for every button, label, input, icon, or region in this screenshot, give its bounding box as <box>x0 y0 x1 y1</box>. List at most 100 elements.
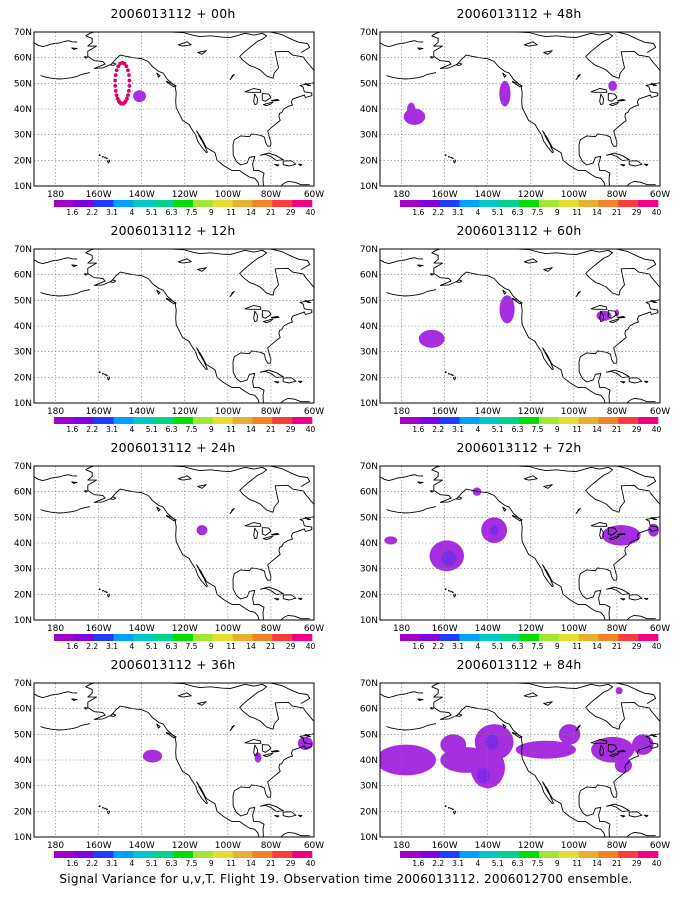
map-svg: 70N 60N 50N 40N 30N 20N 10N 180 160W 140W 120W 100W… <box>14 245 324 433</box>
island <box>274 163 280 167</box>
colorbar-label: 4 <box>129 859 134 867</box>
colorbar: 1.6 2.2 3.1 4 5.1 6.3 7.5 9 11 14 21 29 40 <box>400 634 661 650</box>
map-svg: 70N 60N 50N 40N 30N 20N 10N 180 160W 140W 120W 100W… <box>14 462 324 650</box>
island <box>105 808 108 811</box>
lat-label: 60N <box>360 705 378 715</box>
flight-track-point <box>119 101 124 106</box>
island <box>166 514 177 522</box>
colorbar-swatch <box>519 851 540 858</box>
colorbar-swatch <box>153 200 174 207</box>
island <box>105 157 108 160</box>
lon-label: 160W <box>86 407 112 417</box>
flight-track-point <box>114 93 119 98</box>
colorbar-label: 3.1 <box>452 425 464 433</box>
colorbar-label: 29 <box>632 425 642 433</box>
lon-label: 120W <box>172 624 198 634</box>
colorbar: 1.6 2.2 3.1 4 5.1 6.3 7.5 9 11 14 21 29 40 <box>54 634 315 650</box>
panel-84h: 70N 60N 50N 40N 30N 20N 10N 180 160W 140W 120W 100W… <box>346 651 692 867</box>
colorbar-label: 4 <box>129 208 134 216</box>
colorbar-swatch <box>232 634 253 641</box>
lat-label: 40N <box>360 756 378 766</box>
lake <box>590 522 608 527</box>
flight-track-point <box>116 64 121 69</box>
lake <box>608 752 620 758</box>
island <box>304 82 312 87</box>
colorbar-label: 7.5 <box>185 425 197 433</box>
island <box>156 289 161 295</box>
lon-label: 100W <box>561 190 587 200</box>
colorbar-swatch <box>558 417 579 424</box>
lat-label: 40N <box>14 756 32 766</box>
island <box>456 62 463 66</box>
colorbar-label: 1.6 <box>412 425 424 433</box>
lat-label: 50N <box>360 79 378 89</box>
lon-label: 80W <box>607 624 627 634</box>
island <box>71 47 78 50</box>
map-frame <box>33 465 315 621</box>
lake <box>244 739 262 744</box>
colorbar-swatch <box>133 634 154 641</box>
colorbar-label: 21 <box>266 859 276 867</box>
lat-label: 10N <box>14 616 32 626</box>
lon-label: 60W <box>650 624 670 634</box>
colorbar-label: 29 <box>286 208 296 216</box>
colorbar-swatch <box>252 851 273 858</box>
map-plot-area <box>34 683 314 837</box>
gridlines <box>380 32 660 186</box>
map-plot-area <box>380 466 660 620</box>
coastline <box>431 469 656 620</box>
gridlines <box>34 249 314 403</box>
colorbar-swatch <box>439 851 460 858</box>
colorbar-swatch <box>538 634 560 641</box>
lat-label: 30N <box>360 782 378 792</box>
island <box>502 289 507 295</box>
colorbar-label: 40 <box>652 642 662 650</box>
colorbar-label: 9 <box>209 425 214 433</box>
colorbar-label: 5.1 <box>146 642 158 650</box>
map-frame <box>33 248 315 404</box>
lake <box>608 535 620 541</box>
colorbar-label: 29 <box>286 642 296 650</box>
lat-label: 20N <box>14 590 32 600</box>
colorbar-swatch <box>400 200 421 207</box>
lake <box>229 724 235 731</box>
coastline <box>171 683 314 730</box>
island <box>417 481 424 484</box>
gridlines <box>380 466 660 620</box>
colorbar-swatch <box>439 200 460 207</box>
colorbar-swatch <box>638 634 659 641</box>
coastline <box>40 289 91 297</box>
lon-label: 60W <box>650 407 670 417</box>
lon-label: 80W <box>261 841 281 851</box>
island <box>448 806 450 809</box>
coastline <box>517 249 660 296</box>
coastline <box>85 466 121 471</box>
lake <box>617 750 626 753</box>
colorbar-swatch <box>598 200 619 207</box>
coastline <box>517 466 660 513</box>
lon-label: 80W <box>607 841 627 851</box>
lon-label: 120W <box>518 624 544 634</box>
colorbar-swatch <box>479 851 500 858</box>
lon-label: 100W <box>561 841 587 851</box>
island <box>620 597 626 601</box>
colorbar-label: 21 <box>612 859 622 867</box>
island <box>274 597 280 601</box>
colorbar-swatch <box>419 634 440 641</box>
flight-track-point <box>126 93 130 98</box>
colorbar-swatch <box>212 634 233 641</box>
colorbar-swatch <box>292 851 313 858</box>
island <box>105 591 108 594</box>
colorbar-label: 3.1 <box>452 642 464 650</box>
lon-label: 100W <box>215 841 241 851</box>
lake <box>607 93 618 102</box>
lake <box>523 475 538 481</box>
map-svg: 70N 60N 50N 40N 30N 20N 10N 180 160W 140W 120W 100W… <box>360 245 670 433</box>
colorbar-swatch <box>459 851 480 858</box>
lon-label: 80W <box>261 624 281 634</box>
island <box>102 806 104 809</box>
lat-label: 30N <box>360 565 378 575</box>
colorbar-swatch <box>578 417 599 424</box>
coastlines <box>34 683 314 837</box>
